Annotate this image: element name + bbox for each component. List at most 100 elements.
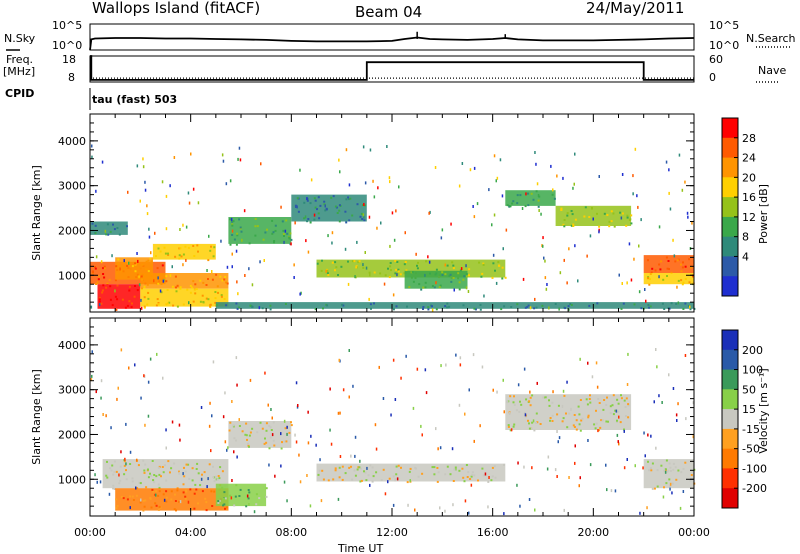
velocity-speckle [359, 459, 361, 463]
velocity-speckle [405, 354, 407, 358]
power-speckle [127, 190, 129, 194]
velocity-speckle [95, 390, 97, 394]
velocity-pixel [125, 469, 127, 472]
power-speckle [331, 231, 334, 235]
velocity-pixel [285, 440, 288, 443]
power-pixel [146, 303, 149, 306]
power-speckle [630, 278, 633, 282]
velocity-speckle [134, 363, 136, 367]
power-speckle [550, 164, 552, 168]
velocity-speckle [642, 466, 644, 470]
power-speckle [536, 182, 539, 186]
power-pixel [647, 276, 650, 279]
velocity-pixel [417, 475, 420, 478]
velocity-speckle [110, 426, 112, 430]
power-speckle [589, 234, 592, 238]
power-pixel [174, 255, 177, 258]
colorbar-tick-label: 16 [742, 191, 756, 204]
power-pixel [166, 289, 169, 291]
velocity-pixel [334, 467, 337, 470]
velocity-speckle [502, 378, 504, 382]
velocity-speckle [374, 423, 377, 427]
power-speckle [128, 261, 130, 265]
power-speckle [598, 228, 600, 232]
power-pixel [229, 218, 231, 221]
velocity-speckle [643, 431, 645, 435]
velocity-pixel [672, 462, 675, 465]
power-pixel [182, 303, 185, 306]
velocity-speckle [669, 482, 672, 486]
power-speckle [241, 238, 243, 242]
power-pixel [166, 302, 169, 305]
power-pixel [143, 296, 146, 299]
power-pixel [130, 302, 133, 305]
velocity-speckle [120, 348, 123, 352]
velocity-speckle [589, 463, 592, 467]
velocity-pixel [145, 486, 148, 489]
velocity-speckle [280, 464, 282, 468]
power-pixel [192, 245, 195, 247]
power-pixel [665, 256, 668, 259]
velocity-pixel [184, 495, 187, 498]
colorbar-swatch [722, 488, 738, 509]
power-speckle [165, 227, 168, 231]
power-pixel [143, 306, 146, 309]
power-pixel [480, 275, 483, 278]
power-pixel [178, 247, 181, 250]
velocity-pixel [344, 472, 347, 475]
velocity-pixel [327, 479, 330, 482]
power-speckle [427, 255, 429, 259]
velocity-pixel [580, 419, 583, 422]
power-pixel [114, 295, 117, 298]
power-speckle [491, 223, 493, 227]
velocity-speckle [445, 363, 447, 367]
power-speckle [258, 306, 261, 310]
velocity-speckle [563, 508, 565, 512]
power-pixel [503, 305, 506, 308]
noise-ytick-bottom-right: 10^0 [709, 39, 739, 52]
power-speckle [237, 157, 239, 161]
velocity-pixel [217, 500, 220, 503]
power-speckle [259, 260, 261, 264]
velocity-pixel [238, 495, 241, 497]
power-pixel [249, 305, 252, 307]
velocity-pixel [491, 466, 494, 469]
power-speckle [415, 252, 417, 256]
power-ylabel: Slant Range [km] [30, 165, 43, 261]
velocity-speckle [692, 401, 695, 405]
power-speckle [458, 184, 461, 188]
velocity-speckle [108, 492, 111, 496]
velocity-speckle [165, 428, 167, 432]
power-pixel [408, 286, 411, 288]
power-pixel [236, 307, 239, 310]
velocity-speckle [394, 478, 396, 482]
velocity-pixel [265, 441, 268, 444]
velocity-pixel [157, 483, 160, 486]
power-pixel [281, 220, 284, 223]
velocity-pixel [163, 464, 166, 467]
power-pixel [172, 304, 175, 307]
power-pixel [205, 297, 208, 300]
colorbar-swatch [722, 349, 738, 371]
velocity-pixel [669, 469, 672, 472]
velocity-pixel [265, 429, 268, 432]
velocity-speckle [615, 409, 618, 413]
velocity-pixel [605, 420, 608, 423]
velocity-pixel [189, 488, 192, 491]
power-pixel [134, 262, 137, 265]
velocity-pixel [388, 477, 391, 480]
power-speckle [182, 223, 184, 227]
power-pixel [610, 220, 613, 223]
velocity-speckle [662, 495, 665, 499]
power-pixel [666, 275, 668, 277]
power-pixel [184, 245, 187, 248]
power-pixel [102, 284, 105, 287]
power-pixel [361, 218, 364, 220]
power-pixel [506, 204, 509, 207]
velocity-pixel [125, 478, 128, 481]
velocity-pixel [170, 490, 173, 493]
velocity-pixel [151, 488, 154, 491]
power-pixel [323, 203, 326, 206]
power-speckle [435, 281, 437, 285]
power-speckle [369, 148, 372, 152]
